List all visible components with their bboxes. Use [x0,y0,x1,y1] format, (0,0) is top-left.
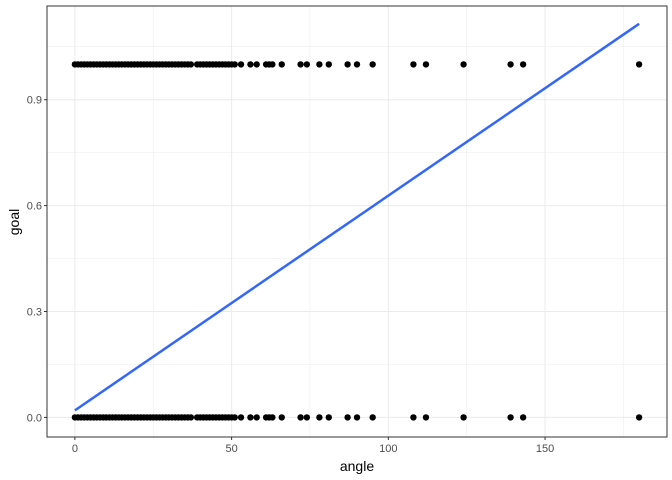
data-point [231,61,238,68]
data-point [237,414,245,421]
data-point [635,414,643,421]
data-point [353,414,361,421]
data-point [507,414,514,421]
data-point [460,61,467,68]
data-point [237,61,245,68]
data-point [247,61,254,68]
data-point [303,414,311,421]
data-point [325,414,332,421]
y-tick-label: 0.9 [27,95,42,107]
data-point [519,414,527,421]
x-tick-label: 150 [536,443,554,455]
y-axis-title: goal [6,209,22,235]
data-point [344,414,351,421]
data-point [635,61,643,68]
data-point [297,414,304,421]
data-point [247,414,254,421]
y-tick-label: 0.0 [27,412,42,424]
data-point [269,414,276,421]
data-point [422,61,430,68]
points [71,61,643,421]
data-point [231,414,238,421]
y-axis: 0.0 0.3 0.6 0.9 [27,95,47,424]
plot-panel-border [46,5,668,438]
x-tick-label: 0 [72,443,78,455]
data-point [410,414,417,421]
data-point [278,61,285,68]
data-point [253,414,260,421]
x-axis: 0 50 100 150 [72,437,554,455]
data-point [187,414,195,421]
data-point [303,61,311,68]
data-point [353,61,361,68]
x-axis-title: angle [340,458,374,474]
data-point [253,61,260,68]
data-point [316,414,323,421]
x-tick-label: 50 [225,443,237,455]
data-point [369,414,376,421]
data-point [297,61,304,68]
plot-panel-background [47,6,667,437]
data-point [325,61,332,68]
data-point [344,61,351,68]
data-point [187,61,195,68]
y-tick-label: 0.3 [27,307,42,319]
fit-line [74,22,640,412]
data-point [369,61,376,68]
data-point [460,414,467,421]
fit-line-group [74,22,640,412]
data-point [519,61,527,68]
data-point [410,61,417,68]
data-point [278,414,285,421]
data-point [269,61,276,68]
y-tick-label: 0.6 [27,201,42,213]
x-tick-label: 100 [379,443,397,455]
data-point [316,61,323,68]
data-point [507,61,514,68]
data-point [422,414,430,421]
